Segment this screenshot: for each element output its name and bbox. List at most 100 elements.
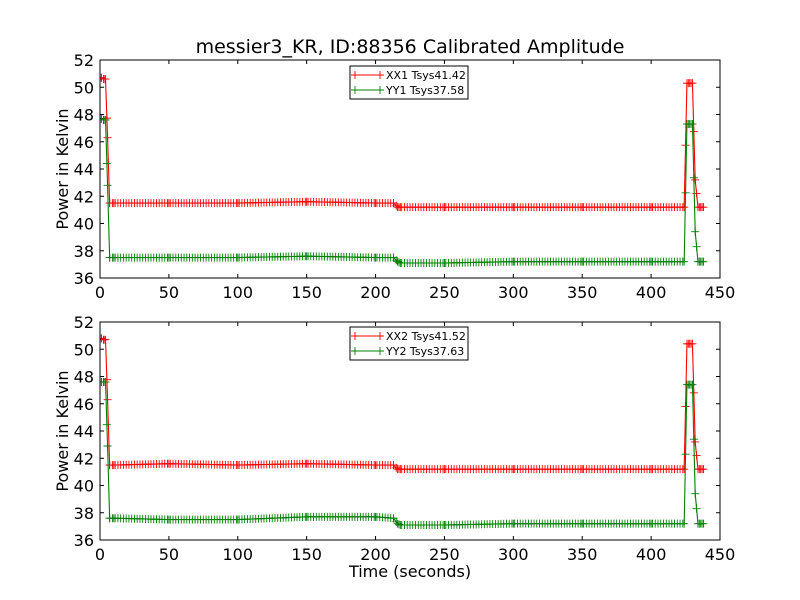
legend-marker [351, 332, 359, 340]
x-tick-label: 100 [223, 283, 254, 302]
data-point [698, 257, 707, 266]
series-red-0 [100, 73, 708, 212]
x-tick-label: 200 [360, 545, 391, 564]
data-point [691, 489, 700, 498]
y-axis-label: Power in Kelvin [53, 370, 72, 491]
data-point [687, 120, 696, 129]
data-point [692, 504, 701, 513]
x-tick-label: 0 [95, 283, 105, 302]
legend-frame [349, 326, 469, 361]
data-point [102, 420, 111, 429]
legend-marker [376, 332, 384, 340]
series-markers [100, 377, 708, 530]
data-point [689, 435, 698, 444]
data-point [681, 141, 690, 150]
legend-marker [376, 71, 384, 79]
data-point [681, 188, 690, 197]
x-tick-label: 400 [636, 283, 667, 302]
legend-marker [376, 86, 384, 94]
x-tick-label: 300 [498, 545, 529, 564]
series-line [101, 381, 704, 526]
x-tick-label: 50 [159, 545, 179, 564]
data-point [103, 133, 112, 142]
x-tick-label: 400 [636, 545, 667, 564]
data-point [103, 395, 112, 404]
y-tick-label: 48 [74, 368, 94, 387]
y-tick-label: 40 [74, 215, 94, 234]
legend-marker [351, 71, 359, 79]
y-tick-label: 36 [74, 269, 94, 288]
figure-title: messier3_KR, ID:88356 Calibrated Amplitu… [196, 36, 625, 58]
x-tick-label: 450 [705, 283, 736, 302]
legend-label: XX1 Tsys41.42 [386, 69, 466, 82]
y-tick-label: 46 [74, 395, 94, 414]
series-green-0 [100, 114, 708, 268]
data-point [691, 227, 700, 236]
y-tick-label: 44 [74, 160, 94, 179]
y-tick-label: 42 [74, 449, 94, 468]
data-point [698, 465, 707, 474]
data-point [692, 242, 701, 251]
x-tick-label: 250 [429, 283, 460, 302]
data-point [103, 441, 112, 450]
x-tick-label: 150 [291, 283, 322, 302]
bottom-panel: 0 50 100 150 200 250 300 350 400 450 36 38 40 42 44 46 4… [53, 313, 735, 564]
y-axis-label: Power in Kelvin [53, 108, 72, 229]
data-point [698, 519, 707, 528]
data-point [681, 450, 690, 459]
y-tick-label: 38 [74, 242, 94, 261]
x-tick-label: 150 [291, 545, 322, 564]
x-tick-label: 350 [567, 283, 598, 302]
data-point [100, 377, 109, 386]
y-tick-label: 38 [74, 504, 94, 523]
data-point [103, 181, 112, 190]
y-tick-label: 36 [74, 531, 94, 550]
data-point [689, 388, 698, 397]
x-tick-label: 200 [360, 283, 391, 302]
data-point [100, 75, 109, 84]
y-tick-label: 52 [74, 51, 94, 70]
y-tick-label: 48 [74, 106, 94, 125]
data-point [689, 127, 698, 136]
x-tick-label: 350 [567, 545, 598, 564]
top-panel: 0 50 100 150 200 250 300 350 400 450 36 38 40 42 44 46 4… [53, 51, 735, 302]
data-point [687, 380, 696, 389]
legend: XX2 Tsys41.52 YY2 Tsys37.63 [349, 326, 469, 361]
legend-marker [351, 347, 359, 355]
legend-marker [376, 347, 384, 355]
x-tick-label: 450 [705, 545, 736, 564]
x-tick-label: 50 [159, 283, 179, 302]
x-tick-label: 100 [223, 545, 254, 564]
data-point [691, 175, 700, 184]
data-point [100, 115, 109, 124]
x-tick-label: 300 [498, 283, 529, 302]
y-tick-label: 40 [74, 477, 94, 496]
legend-label: YY1 Tsys37.58 [385, 84, 464, 97]
data-point [689, 173, 698, 182]
series-markers [100, 114, 708, 268]
legend-label: XX2 Tsys41.52 [386, 330, 466, 343]
x-tick-label: 250 [429, 545, 460, 564]
y-tick-label: 44 [74, 422, 94, 441]
series-markers [100, 73, 708, 212]
y-tick-label: 46 [74, 133, 94, 152]
data-point [687, 339, 696, 348]
x-axis-label: Time (seconds) [348, 562, 471, 581]
x-tick-label: 0 [95, 545, 105, 564]
y-tick-label: 50 [74, 78, 94, 97]
series-line [101, 118, 704, 264]
legend-frame [349, 65, 469, 100]
y-tick-label: 50 [74, 340, 94, 359]
data-point [678, 519, 687, 528]
y-tick-label: 42 [74, 187, 94, 206]
data-point [100, 335, 109, 344]
series-green-1 [100, 377, 708, 530]
legend-marker [351, 86, 359, 94]
data-point [681, 402, 690, 411]
y-tick-label: 52 [74, 313, 94, 332]
data-point [687, 79, 696, 88]
data-point [678, 257, 687, 266]
data-point [698, 203, 707, 212]
legend: XX1 Tsys41.42 YY1 Tsys37.58 [349, 65, 469, 100]
legend-label: YY2 Tsys37.63 [385, 345, 464, 358]
